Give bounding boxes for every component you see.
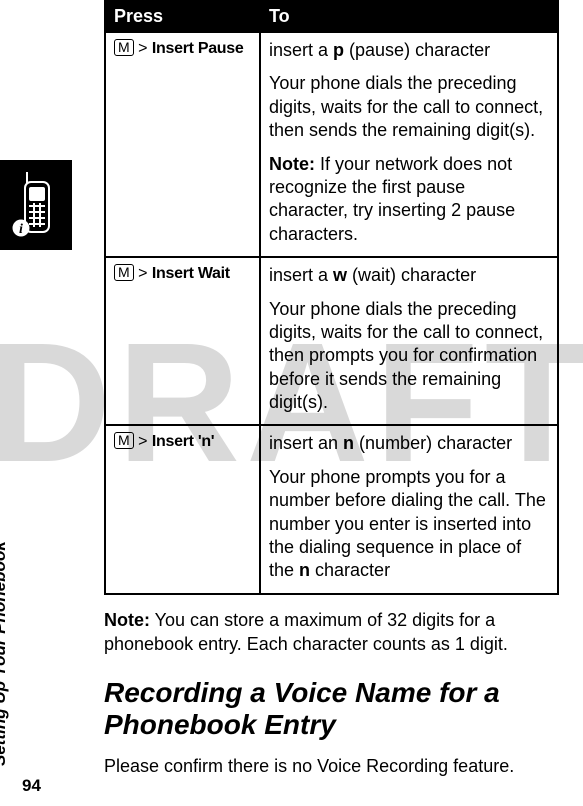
note-body: You can store a maximum of 32 digits for… [104,610,508,654]
menu-key-icon: M [114,432,134,449]
key-sep: > [134,40,152,57]
page: DRAFT i Setting Up Your Phonebook Pr [0,0,583,806]
desc-cell: insert a p (pause) character Your phone … [260,32,558,257]
desc-line: insert a w (wait) character [269,264,549,287]
desc-line: insert an n (number) character [269,432,549,455]
key-sep: > [134,265,152,282]
press-cell: M > Insert Wait [105,257,260,425]
body-paragraph: Please confirm there is no Voice Recordi… [104,755,559,779]
menu-option-label: Insert Wait [152,265,230,282]
svg-text:i: i [19,222,23,237]
note-label: Note: [269,154,315,174]
desc-text: (pause) character [344,40,490,60]
menu-key-icon: M [114,264,134,281]
table-row: M > Insert 'n' insert an n (number) char… [105,425,558,593]
desc-text: insert an [269,433,343,453]
desc-cell: insert an n (number) character Your phon… [260,425,558,593]
table-row: M > Insert Pause insert a p (pause) char… [105,32,558,257]
desc-text: (number) character [354,433,512,453]
char-symbol: n [299,560,310,580]
section-heading: Recording a Voice Name for a Phonebook E… [104,677,559,741]
desc-text: insert a [269,40,333,60]
key-sep: > [134,433,152,450]
desc-text: (wait) character [347,265,476,285]
press-cell: M > Insert 'n' [105,425,260,593]
col-header-to: To [260,1,558,32]
desc-text: character [310,560,390,580]
phone-icon: i [7,170,62,240]
col-header-press: Press [105,1,260,32]
char-symbol: n [343,433,354,453]
char-symbol: w [333,265,347,285]
note-paragraph: Note: You can store a maximum of 32 digi… [104,609,559,657]
page-number: 94 [22,776,41,796]
desc-text: insert a [269,265,333,285]
press-cell: M > Insert Pause [105,32,260,257]
table-row: M > Insert Wait insert a w (wait) charac… [105,257,558,425]
instructions-table: Press To M > Insert Pause insert a p (pa… [104,0,559,595]
desc-line: Your phone prompts you for a number befo… [269,466,549,583]
desc-line: Your phone dials the preceding digits, w… [269,72,549,142]
menu-option-label: Insert Pause [152,40,244,57]
note-label: Note: [104,610,150,630]
sidebar-section-label: Setting Up Your Phonebook [0,541,10,766]
page-content: Press To M > Insert Pause insert a p (pa… [104,0,559,779]
char-symbol: p [333,40,344,60]
desc-line: Your phone dials the preceding digits, w… [269,298,549,415]
desc-line: Note: If your network does not recognize… [269,153,549,247]
menu-option-label: Insert 'n' [152,433,214,450]
desc-cell: insert a w (wait) character Your phone d… [260,257,558,425]
phone-info-icon: i [0,160,72,250]
menu-key-icon: M [114,39,134,56]
desc-line: insert a p (pause) character [269,39,549,62]
